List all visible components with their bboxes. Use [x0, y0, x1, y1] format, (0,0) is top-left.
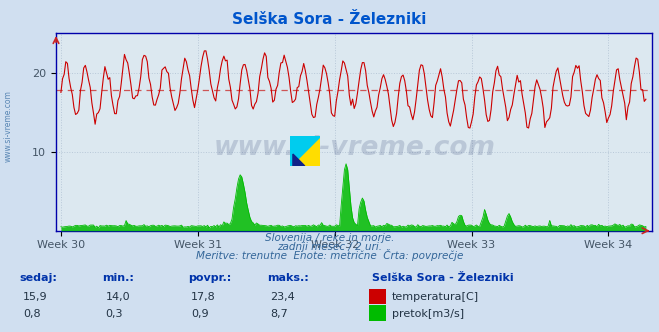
Text: povpr.:: povpr.:	[188, 273, 231, 283]
Text: Selška Sora - Železniki: Selška Sora - Železniki	[372, 273, 514, 283]
Text: 0,9: 0,9	[191, 309, 209, 319]
Text: pretok[m3/s]: pretok[m3/s]	[392, 309, 464, 319]
Polygon shape	[293, 154, 304, 166]
Text: Meritve: trenutne  Enote: metrične  Črta: povprečje: Meritve: trenutne Enote: metrične Črta: …	[196, 249, 463, 261]
Text: Selška Sora - Železniki: Selška Sora - Železniki	[233, 12, 426, 27]
Text: 23,4: 23,4	[270, 292, 295, 302]
Text: www.si-vreme.com: www.si-vreme.com	[4, 90, 13, 162]
Text: www.si-vreme.com: www.si-vreme.com	[214, 135, 495, 161]
Polygon shape	[290, 136, 320, 166]
Text: 14,0: 14,0	[105, 292, 130, 302]
Text: Slovenija / reke in morje.: Slovenija / reke in morje.	[265, 233, 394, 243]
Text: 8,7: 8,7	[270, 309, 288, 319]
Text: zadnji mesec / 2 uri.: zadnji mesec / 2 uri.	[277, 242, 382, 252]
Text: 17,8: 17,8	[191, 292, 216, 302]
Text: 0,3: 0,3	[105, 309, 123, 319]
Text: min.:: min.:	[102, 273, 134, 283]
Text: temperatura[C]: temperatura[C]	[392, 292, 479, 302]
Polygon shape	[290, 136, 320, 166]
Text: sedaj:: sedaj:	[20, 273, 57, 283]
Text: 15,9: 15,9	[23, 292, 47, 302]
Text: maks.:: maks.:	[267, 273, 308, 283]
Text: 0,8: 0,8	[23, 309, 41, 319]
